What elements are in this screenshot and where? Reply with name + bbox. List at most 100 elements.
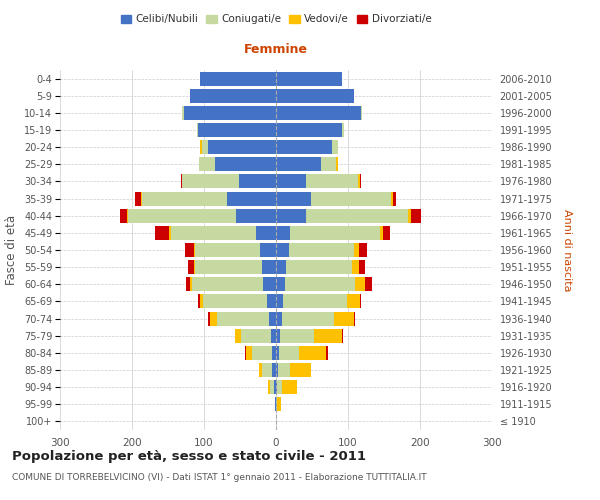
Bar: [284, 278, 355, 291]
Bar: [283, 294, 347, 308]
Bar: [276, 278, 284, 291]
Bar: [262, 363, 272, 377]
Bar: [135, 192, 140, 205]
Bar: [202, 140, 208, 154]
Y-axis label: Fasce di età: Fasce di età: [5, 215, 19, 285]
Bar: [276, 398, 277, 411]
Bar: [276, 260, 286, 274]
Bar: [200, 140, 202, 154]
Bar: [127, 208, 128, 222]
Bar: [392, 192, 396, 205]
Bar: [278, 363, 290, 377]
Bar: [326, 346, 328, 360]
Bar: [314, 328, 341, 342]
Bar: [354, 243, 359, 257]
Bar: [359, 260, 365, 274]
Bar: [182, 174, 239, 188]
Bar: [196, 260, 262, 274]
Bar: [198, 294, 200, 308]
Bar: [341, 328, 343, 342]
Bar: [208, 140, 276, 154]
Bar: [239, 174, 276, 188]
Y-axis label: Anni di nascita: Anni di nascita: [562, 209, 572, 291]
Bar: [247, 346, 252, 360]
Bar: [184, 106, 276, 120]
Bar: [169, 226, 171, 240]
Bar: [359, 174, 361, 188]
Bar: [142, 192, 227, 205]
Text: Popolazione per età, sesso e stato civile - 2011: Popolazione per età, sesso e stato civil…: [12, 450, 366, 463]
Bar: [276, 88, 354, 102]
Bar: [210, 312, 217, 326]
Bar: [171, 226, 256, 240]
Bar: [194, 260, 196, 274]
Bar: [193, 278, 263, 291]
Bar: [365, 278, 372, 291]
Bar: [311, 192, 391, 205]
Bar: [306, 208, 409, 222]
Bar: [277, 398, 281, 411]
Bar: [274, 380, 276, 394]
Bar: [276, 226, 290, 240]
Bar: [380, 226, 383, 240]
Bar: [270, 380, 274, 394]
Bar: [128, 208, 236, 222]
Bar: [289, 243, 354, 257]
Bar: [182, 106, 184, 120]
Bar: [279, 346, 299, 360]
Bar: [190, 88, 276, 102]
Bar: [276, 106, 361, 120]
Text: COMUNE DI TORREBELVICINO (VI) - Dati ISTAT 1° gennaio 2011 - Elaborazione TUTTIT: COMUNE DI TORREBELVICINO (VI) - Dati IST…: [12, 472, 427, 482]
Bar: [280, 328, 314, 342]
Bar: [155, 226, 169, 240]
Bar: [282, 312, 334, 326]
Bar: [241, 328, 271, 342]
Bar: [276, 174, 306, 188]
Bar: [290, 226, 380, 240]
Bar: [260, 243, 276, 257]
Bar: [194, 243, 196, 257]
Bar: [181, 174, 182, 188]
Bar: [235, 328, 241, 342]
Bar: [277, 380, 283, 394]
Bar: [252, 346, 272, 360]
Bar: [276, 158, 320, 172]
Bar: [276, 208, 306, 222]
Bar: [140, 192, 142, 205]
Bar: [120, 208, 127, 222]
Bar: [276, 72, 342, 86]
Bar: [299, 346, 326, 360]
Bar: [286, 260, 352, 274]
Bar: [412, 208, 421, 222]
Bar: [391, 192, 392, 205]
Bar: [227, 192, 276, 205]
Bar: [276, 380, 277, 394]
Bar: [256, 226, 276, 240]
Bar: [197, 123, 198, 137]
Bar: [320, 158, 337, 172]
Bar: [383, 226, 391, 240]
Bar: [276, 328, 280, 342]
Bar: [275, 398, 276, 411]
Bar: [198, 123, 276, 137]
Bar: [347, 294, 359, 308]
Legend: Celibi/Nubili, Coniugati/e, Vedovi/e, Divorziati/e: Celibi/Nubili, Coniugati/e, Vedovi/e, Di…: [116, 10, 436, 29]
Bar: [186, 278, 190, 291]
Bar: [276, 192, 311, 205]
Bar: [276, 363, 278, 377]
Bar: [337, 158, 338, 172]
Bar: [259, 363, 262, 377]
Bar: [276, 243, 289, 257]
Bar: [268, 380, 270, 394]
Bar: [190, 278, 193, 291]
Bar: [283, 380, 297, 394]
Text: Femmine: Femmine: [244, 42, 308, 56]
Bar: [245, 346, 247, 360]
Bar: [361, 106, 362, 120]
Bar: [409, 208, 412, 222]
Bar: [332, 140, 338, 154]
Bar: [359, 294, 361, 308]
Bar: [236, 208, 276, 222]
Bar: [215, 158, 276, 172]
Bar: [354, 312, 355, 326]
